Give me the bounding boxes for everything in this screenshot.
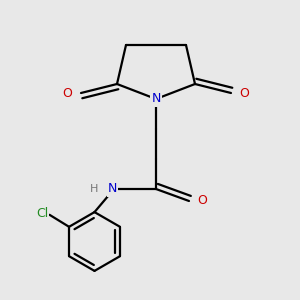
Text: O: O	[63, 86, 72, 100]
Text: H: H	[90, 184, 99, 194]
Text: O: O	[240, 86, 249, 100]
Text: N: N	[108, 182, 117, 196]
Text: O: O	[198, 194, 207, 208]
Text: Cl: Cl	[36, 207, 48, 220]
Text: N: N	[151, 92, 161, 106]
